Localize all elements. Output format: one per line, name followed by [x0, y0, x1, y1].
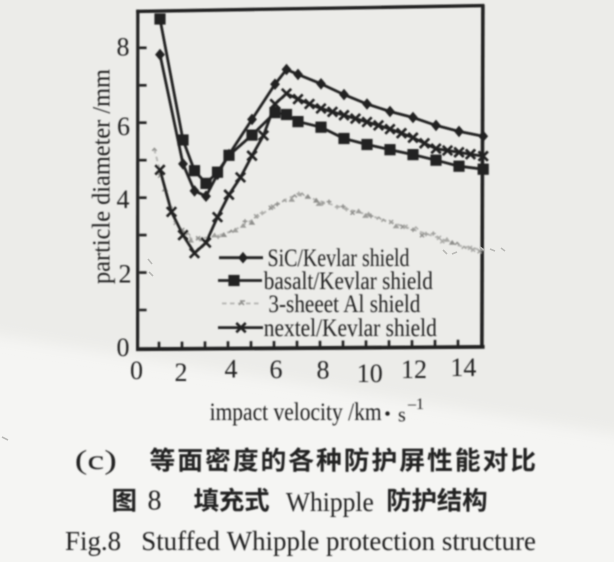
svg-text:12: 12	[401, 355, 427, 384]
svg-text:nextel/Kevlar shield: nextel/Kevlar shield	[264, 315, 437, 342]
svg-text:Whipple: Whipple	[286, 487, 374, 517]
svg-text:(c): (c)	[75, 445, 117, 475]
svg-text:2: 2	[119, 260, 132, 289]
svg-text:particle diameter /mm: particle diameter /mm	[89, 68, 116, 284]
svg-text:3-sheeet Al shield: 3-sheeet Al shield	[268, 291, 420, 318]
svg-text:8: 8	[117, 33, 130, 62]
svg-text:Fig.8 Stuffed Whipple protec: Fig.8 Stuffed Whipple protection structu…	[65, 526, 536, 556]
svg-text:s: s	[398, 405, 406, 427]
svg-text:–1: –1	[407, 396, 424, 413]
svg-text:4: 4	[117, 185, 130, 214]
svg-text:6: 6	[270, 355, 283, 384]
svg-text:0: 0	[117, 333, 130, 362]
svg-text:SiC/Kevlar shield: SiC/Kevlar shield	[268, 245, 410, 272]
svg-text:8: 8	[148, 486, 162, 517]
svg-text:2: 2	[175, 358, 188, 387]
svg-text:6: 6	[117, 112, 130, 141]
svg-text:0: 0	[130, 356, 143, 385]
svg-text:4: 4	[225, 355, 238, 384]
svg-text:8: 8	[317, 356, 330, 385]
svg-text:14: 14	[450, 353, 476, 382]
svg-text:impact velocity /km: impact velocity /km	[210, 399, 382, 426]
svg-text:10: 10	[357, 359, 383, 388]
svg-text:basalt/Kevlar shield: basalt/Kevlar shield	[264, 268, 433, 295]
